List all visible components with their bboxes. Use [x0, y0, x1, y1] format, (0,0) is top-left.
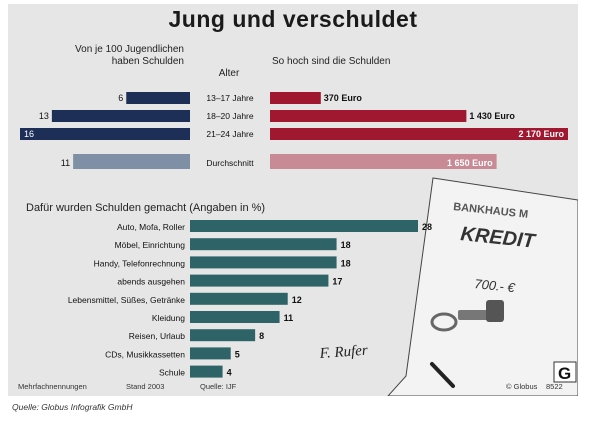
share-value-label: 13 — [39, 111, 49, 121]
debt-bar — [270, 92, 321, 104]
debt-value-label: 2 170 Euro — [518, 129, 564, 139]
reason-label: Lebensmittel, Süßes, Getränke — [68, 295, 185, 305]
reason-value-label: 12 — [292, 295, 302, 305]
age-group-label: Durchschnitt — [206, 158, 254, 168]
reason-bar — [190, 365, 223, 378]
reason-bar — [190, 329, 256, 342]
reason-label: Möbel, Einrichtung — [115, 240, 186, 250]
age-group-label: 18–20 Jahre — [206, 111, 254, 121]
reason-value-label: 18 — [341, 258, 351, 268]
infographic: BANKHAUS M KREDIT 700.- € F. Rufer G Jun… — [8, 4, 578, 396]
share-value-label: 16 — [24, 129, 34, 139]
reason-label: Handy, Telefonrechnung — [94, 258, 186, 268]
reason-value-label: 5 — [235, 349, 240, 359]
credit-document-illustration: BANKHAUS M KREDIT 700.- € F. Rufer G — [318, 177, 578, 396]
reason-bar — [190, 347, 231, 360]
debt-value-label: 1 430 Euro — [469, 111, 515, 121]
reason-value-label: 8 — [259, 331, 264, 341]
reason-bar — [190, 238, 337, 251]
share-value-label: 6 — [118, 93, 123, 103]
reason-bar — [190, 274, 329, 287]
reason-label: Kleidung — [152, 313, 185, 323]
reason-value-label: 11 — [284, 313, 294, 323]
age-group-label: 21–24 Jahre — [206, 129, 254, 139]
signature: F. Rufer — [318, 343, 368, 362]
reason-bar — [190, 256, 337, 269]
reason-label: CDs, Musikkassetten — [105, 349, 185, 359]
reason-value-label: 28 — [422, 222, 432, 232]
reason-label: Auto, Mofa, Roller — [117, 222, 185, 232]
reason-label: Schule — [159, 368, 185, 378]
keys-icon — [430, 300, 504, 332]
reason-label: abends ausgehen — [117, 277, 185, 287]
header-right-label: So hoch sind die Schulden — [272, 56, 391, 67]
debt-bar — [270, 154, 497, 169]
charts: 6 13–17 Jahre 370 Euro 13 18–20 Jahre 1 430 E… — [20, 92, 568, 378]
reason-bar — [190, 220, 418, 232]
page-title: Jung und verschuldet — [168, 6, 418, 32]
footer-note: Mehrfachnennungen — [18, 382, 87, 391]
pen-icon — [430, 362, 455, 388]
footer-source: Quelle: IJF — [200, 382, 237, 391]
footer-globus: © Globus — [506, 382, 538, 391]
age-group-label: 13–17 Jahre — [206, 93, 254, 103]
header-left-label: Von je 100 Jugendlichen haben Schulden — [75, 44, 184, 67]
credit-amount: 700.- € — [474, 276, 517, 295]
section2-title: Dafür wurden Schulden gemacht (Angaben i… — [26, 202, 266, 214]
debt-bar — [270, 128, 568, 140]
share-bar — [73, 154, 190, 169]
reason-value-label: 18 — [341, 240, 351, 250]
share-bar — [20, 128, 190, 140]
reason-value-label: 17 — [332, 277, 342, 287]
source-caption: Quelle: Globus Infografik GmbH — [12, 402, 133, 412]
footer-number: 8522 — [546, 382, 563, 391]
debt-bar — [270, 110, 467, 122]
reason-bar — [190, 292, 288, 305]
share-value-label: 11 — [61, 158, 70, 168]
debt-value-label: 370 Euro — [324, 93, 363, 103]
reason-bar — [190, 311, 280, 323]
share-bar — [126, 92, 190, 104]
reason-label: Reisen, Urlaub — [129, 331, 185, 341]
footer-stand: Stand 2003 — [126, 382, 165, 391]
reason-value-label: 4 — [227, 368, 232, 378]
globus-logo-box — [553, 361, 577, 383]
globus-logo: G — [558, 364, 571, 383]
header-age-label: Alter — [218, 68, 240, 79]
share-bar — [51, 110, 190, 122]
debt-value-label: 1 650 Euro — [447, 158, 493, 168]
